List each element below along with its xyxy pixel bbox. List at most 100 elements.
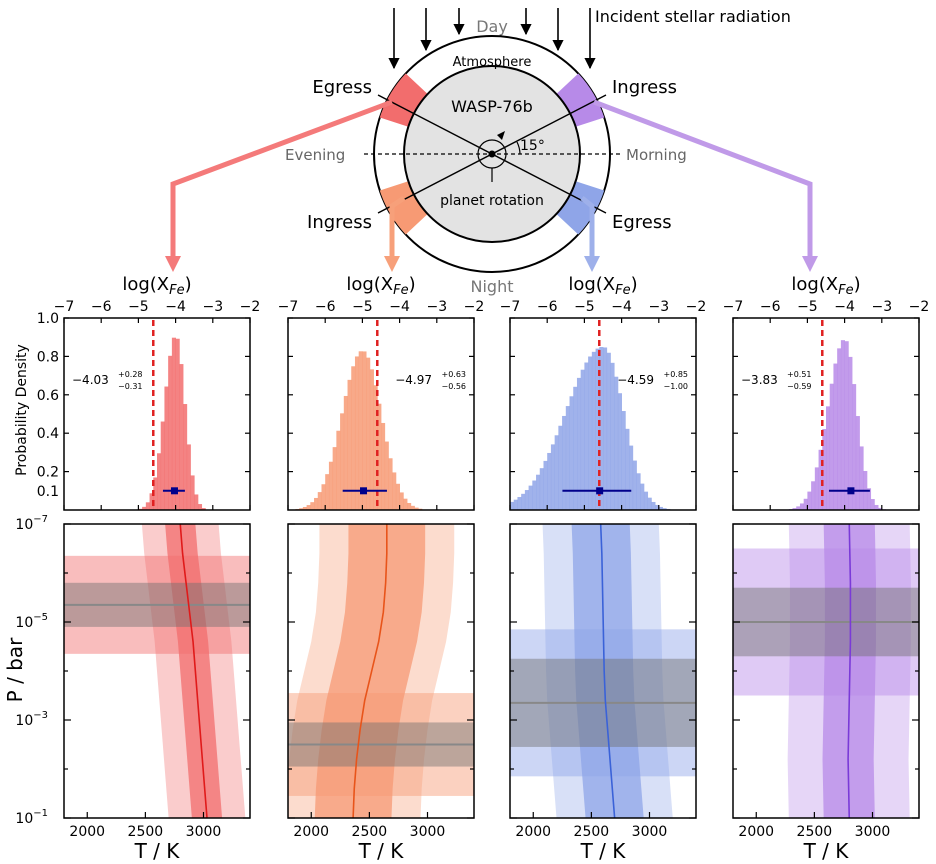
hist-frame (509, 317, 697, 511)
hist-bar (539, 468, 544, 510)
top-tick-label: −3 (648, 299, 669, 315)
planet-schematic: Incident stellar radiation Day Atmospher… (285, 7, 791, 296)
y-tick-label: 10−1 (15, 808, 48, 827)
err-plus: +0.63 (441, 370, 466, 379)
y-tick-label: 10−5 (15, 612, 48, 631)
y-tick-label: 0.2 (37, 465, 59, 481)
hist-frame (287, 317, 475, 511)
top-xlabel: log(XFe) (346, 274, 415, 298)
hist-frame (63, 317, 251, 511)
hist-bar (153, 477, 158, 510)
egress-right-label: Egress (612, 212, 672, 233)
arrow-blue-head-icon (584, 256, 600, 272)
hist-bar (392, 472, 397, 510)
hist-bar (168, 355, 173, 510)
hist-bar (603, 347, 608, 510)
hist-bar (625, 428, 630, 510)
top-tick-label: −4 (611, 299, 632, 315)
err-minus: −0.59 (787, 382, 812, 391)
planet-name: WASP-76b (451, 97, 533, 116)
hist-bar (640, 483, 645, 510)
hist-bar (388, 458, 393, 510)
evening-label: Evening (285, 146, 345, 164)
hist-bar (513, 499, 518, 510)
top-tick-label: −7 (278, 299, 299, 315)
hist-bar (510, 501, 515, 510)
hist-bar (655, 504, 660, 510)
top-tick-label: −3 (871, 299, 892, 315)
y-tick-exp: −5 (33, 612, 48, 623)
hist-bar (658, 506, 663, 510)
median-annotation: −4.97 +0.63 −0.56 (395, 370, 466, 391)
hist-bar (171, 337, 176, 510)
hist-bar (573, 386, 578, 510)
hist-bar (818, 449, 823, 510)
median-value: −4.03 (72, 373, 109, 387)
hist-bar (569, 396, 574, 510)
hist-bar (874, 504, 879, 510)
top-xlabel-close: ) (631, 274, 638, 295)
hist-bar (844, 341, 849, 510)
hist-bar (829, 383, 834, 510)
hist-panel-ingress-evening: −7 −6 −5 −4 −3 −2 log(XFe) −4.97 +0.63 −0.56 (278, 274, 485, 511)
hist-bar (814, 467, 819, 510)
top-tick-label: −2 (464, 299, 485, 315)
hist-bar (621, 411, 626, 510)
top-tick-label: −5 (352, 299, 373, 315)
hist-bar (840, 340, 845, 510)
hist-bar (632, 460, 637, 510)
top-tick-label: −5 (574, 299, 595, 315)
incident-label: Incident stellar radiation (595, 7, 791, 26)
hist-bar (175, 338, 180, 510)
hist-bar (848, 356, 853, 510)
hist-bar (160, 421, 165, 510)
median-value: −3.83 (741, 373, 778, 387)
hist-bar (197, 504, 203, 510)
hist-bar (317, 492, 322, 510)
y-tick-label: 10−3 (15, 710, 48, 729)
hist-bar (584, 362, 589, 510)
hist-bar (340, 413, 345, 510)
median-value: −4.97 (395, 373, 432, 387)
x-axis-label: T / K (580, 839, 627, 863)
hist-bar (351, 366, 356, 510)
hist-bar (194, 494, 199, 510)
hist-bar (164, 386, 169, 510)
hist-bar (554, 435, 559, 510)
median-marker (596, 487, 604, 495)
y-tick-base: 10 (15, 615, 33, 631)
hist-bar (803, 498, 808, 510)
median-temperature-line (847, 524, 852, 818)
top-xlabel-main: log(X (346, 274, 393, 295)
hist-bar (576, 377, 582, 510)
hist-bar (811, 481, 816, 510)
top-tick-label: −6 (537, 299, 558, 315)
angle-arc-arrow-icon (497, 131, 505, 140)
top-xlabel-close: ) (409, 274, 416, 295)
arrow-purple-head-icon (802, 256, 818, 272)
top-tick-label: −4 (165, 299, 186, 315)
hist-bar (358, 351, 363, 510)
y-tick-exp: −3 (33, 710, 48, 721)
median-marker (170, 487, 178, 495)
hist-bar (543, 460, 548, 510)
rotation-label: planet rotation (440, 193, 544, 209)
hist-bar (547, 452, 552, 510)
hist-bar (866, 488, 872, 510)
err-plus: +0.85 (663, 370, 688, 379)
connector-arrows (165, 99, 818, 272)
day-label: Day (476, 17, 508, 36)
angle-label: 15° (520, 138, 545, 154)
top-tick-label: −2 (686, 299, 707, 315)
y-tick-label: 0.8 (37, 349, 59, 365)
hist-bar (855, 416, 860, 510)
arrow-purple (593, 99, 813, 262)
y-tick-label: 10−7 (15, 514, 48, 533)
hist-bar (524, 490, 529, 510)
hist-bar (580, 369, 585, 510)
hist-bar (558, 425, 563, 510)
hist-bar (588, 356, 593, 510)
temperature-1sigma-band (165, 524, 223, 818)
hist-bar (599, 347, 604, 510)
ingress-morning-sector (556, 73, 605, 127)
